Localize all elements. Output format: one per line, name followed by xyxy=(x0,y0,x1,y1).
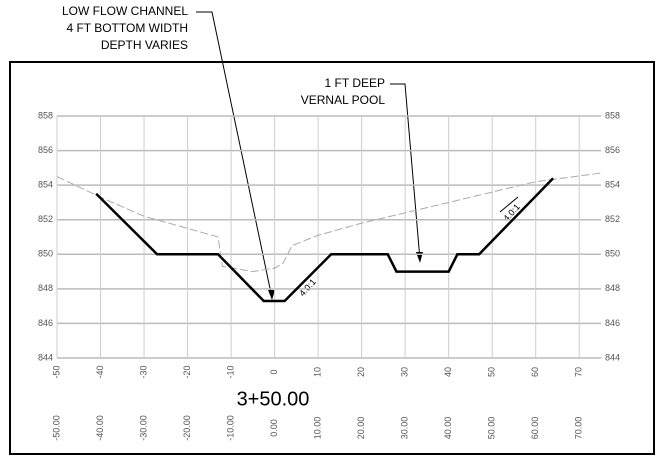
y-tick-label: 854 xyxy=(605,180,620,190)
y-tick-label: 846 xyxy=(605,318,620,328)
y-tick-label: 848 xyxy=(38,283,53,293)
slope-label: 4.0:1 xyxy=(297,277,318,299)
grade-line xyxy=(95,177,555,303)
y-tick-label: 846 xyxy=(38,318,53,328)
y-tick-label: 858 xyxy=(605,110,620,120)
y-tick-label: 852 xyxy=(605,214,620,224)
y-tick-label: 854 xyxy=(38,180,53,190)
slope-arrow xyxy=(499,196,519,213)
frame xyxy=(9,61,655,455)
x-tick-label: -10 xyxy=(225,365,235,378)
y-tick-label: 844 xyxy=(38,352,53,362)
leader xyxy=(390,83,421,261)
station-tick-label: 0.00 xyxy=(269,419,279,437)
y-tick-label: 850 xyxy=(38,249,53,259)
x-tick-label: -30 xyxy=(138,365,148,378)
y-tick-label: 852 xyxy=(38,214,53,224)
station-tick-label: 50.00 xyxy=(487,417,497,440)
x-tick-label: 20 xyxy=(356,367,366,377)
leader xyxy=(196,11,273,299)
annotation: DEPTH VARIES xyxy=(101,38,188,52)
x-tick-label: -20 xyxy=(182,365,192,378)
x-tick-label: 70 xyxy=(574,367,584,377)
y-tick-label: 856 xyxy=(605,145,620,155)
x-tick-label: 10 xyxy=(312,367,322,377)
x-tick-label: -50 xyxy=(51,365,61,378)
station-tick-label: 60.00 xyxy=(530,417,540,440)
station-tick-label: 30.00 xyxy=(400,417,410,440)
annotation: VERNAL POOL xyxy=(301,93,386,107)
station-tick-label: 40.00 xyxy=(443,417,453,440)
x-tick-label: 40 xyxy=(443,367,453,377)
station-tick-label: -30.00 xyxy=(138,415,148,441)
station-label: 3+50.00 xyxy=(237,388,310,410)
annotation: 4 FT BOTTOM WIDTH xyxy=(66,21,188,35)
arrowhead xyxy=(268,290,275,300)
station-tick-label: -10.00 xyxy=(225,415,235,441)
annotation: LOW FLOW CHANNEL xyxy=(62,4,188,18)
station-tick-label: 20.00 xyxy=(356,417,366,440)
annotation: 1 FT DEEP xyxy=(325,76,385,90)
y-tick-label: 850 xyxy=(605,249,620,259)
grade-line xyxy=(56,172,602,273)
station-tick-label: -20.00 xyxy=(182,415,192,441)
y-tick-label: 856 xyxy=(38,145,53,155)
x-tick-label: 0 xyxy=(269,369,279,374)
y-tick-label: 848 xyxy=(605,283,620,293)
x-tick-label: 30 xyxy=(400,367,410,377)
x-tick-label: 50 xyxy=(487,367,497,377)
y-tick-label: 858 xyxy=(38,110,53,120)
station-tick-label: -50.00 xyxy=(51,415,61,441)
station-tick-label: 70.00 xyxy=(574,417,584,440)
station-tick-label: -40.00 xyxy=(95,415,105,441)
y-tick-label: 844 xyxy=(605,352,620,362)
station-tick-label: 10.00 xyxy=(312,417,322,440)
x-tick-label: -40 xyxy=(95,365,105,378)
x-tick-label: 60 xyxy=(530,367,540,377)
